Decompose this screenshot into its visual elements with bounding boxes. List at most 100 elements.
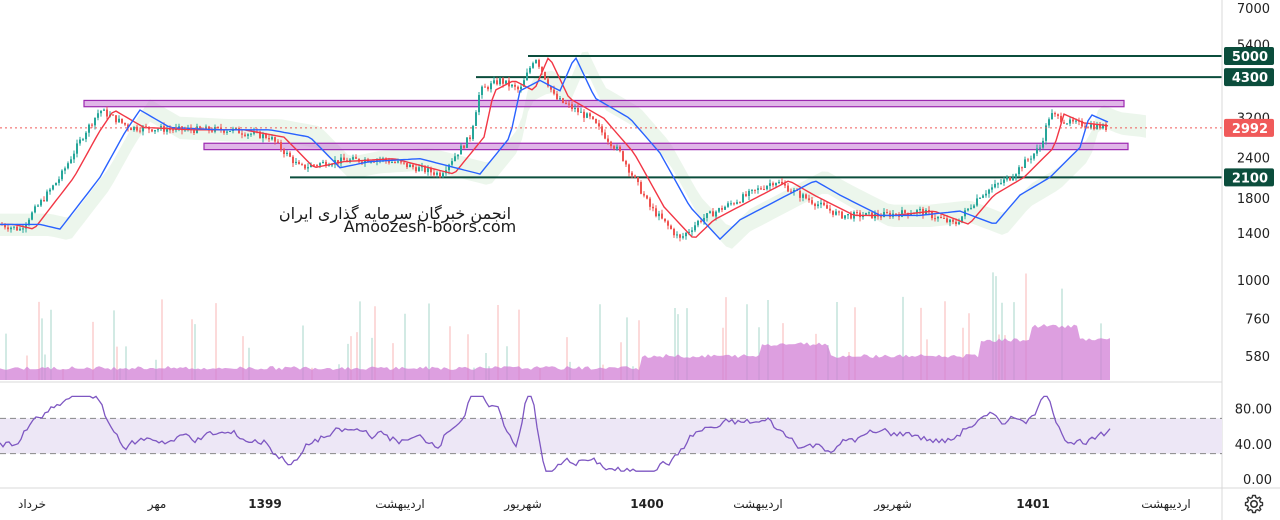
candle-body [1105,124,1107,130]
candle-body [343,157,345,161]
price-tick-label: 1800 [1237,192,1270,207]
candle-body [718,208,720,212]
level-tag-label: 4300 [1232,71,1268,86]
candle-body [316,165,318,167]
candle-body [973,205,975,208]
candle-body [1012,177,1014,181]
candle-body [355,157,357,159]
last-price-label: 2992 [1232,122,1268,137]
candle-body [661,213,663,219]
price-tick-label: 2400 [1237,152,1270,167]
candle-body [295,161,297,164]
candle-body [46,191,48,202]
candle-body [1009,177,1011,181]
time-axis[interactable]: خرداد مهر 1399 اردیبهشت شهریور 1400 اردیبهشت شه… [18,497,1191,512]
candle-body [985,193,987,196]
candle-body [133,126,135,131]
candle-body [373,161,375,163]
candle-body [136,126,138,131]
time-tick-label: 1400 [630,497,663,511]
candle-body [235,128,237,130]
candle-body [856,212,858,214]
candle-body [475,112,477,126]
candle-body [85,132,87,140]
candle-body [1018,167,1020,175]
candle-body [823,202,825,206]
candle-body [79,139,81,144]
time-tick-label: خرداد [18,497,46,512]
candle-body [1102,124,1104,129]
candle-body [805,194,807,199]
candle-body [664,218,666,222]
candle-body [238,128,240,134]
candle-body [685,232,687,237]
candle-body [1075,120,1077,122]
rsi-tick-label: 0.00 [1243,473,1272,488]
candle-body [361,161,363,163]
candle-body [799,190,801,198]
candle-body [259,131,261,139]
candle-body [778,181,780,184]
candle-body [733,203,735,205]
candle-body [94,117,96,126]
candle-body [619,146,621,152]
candle-body [979,197,981,199]
candle-body [421,166,423,168]
candle-body [61,170,63,180]
candle-body [1006,177,1008,180]
candle-body [268,137,270,140]
candle-body [1003,179,1005,183]
candle-body [310,164,312,168]
candle-body [634,175,636,178]
candle-body [838,211,840,213]
candle-body [166,129,168,132]
candle-body [262,134,264,139]
level-tag [1224,47,1274,66]
candle-body [451,161,453,165]
candle-body [490,83,492,90]
moving-averages [0,56,1109,241]
candle-body [571,104,573,110]
gear-icon[interactable] [1242,492,1266,516]
candle-body [598,123,600,127]
candle-body [580,111,582,113]
candle-body [397,161,399,163]
candle-body [817,204,819,207]
candle-body [1000,182,1002,184]
candle-body [832,210,834,215]
rsi-tick-label: 80.00 [1235,403,1272,418]
candle-body [772,183,774,186]
candle-body [811,200,813,204]
candle-body [820,202,822,205]
candle-body [727,203,729,207]
candle-body [931,212,933,219]
candle-body [667,221,669,226]
rsi-line [0,395,1111,473]
candle-body [124,122,126,125]
candle-body [520,86,522,90]
level-tag-label: 2100 [1232,171,1268,186]
candle-body [886,212,888,214]
candle-body [712,211,714,217]
candle-body [10,227,12,230]
candle-body [25,224,27,229]
candle-body [997,183,999,185]
candle-body [790,191,792,193]
rsi-axis: 80.00 40.00 0.00 [1235,403,1272,488]
candle-body [406,163,408,168]
candle-body [1036,148,1038,154]
candle-body [676,234,678,236]
time-tick-label: اردیبهشت [1141,497,1190,512]
candle-body [430,168,432,173]
candle-body [637,177,639,183]
candle-body [988,189,990,194]
candle-body [742,194,744,203]
candle-body [895,213,897,215]
candle-body [952,219,954,222]
candle-body [883,212,885,217]
candle-body [622,151,624,162]
price-tick-label: 760 [1245,312,1270,327]
candle-body [679,234,681,238]
candle-body [760,188,762,190]
